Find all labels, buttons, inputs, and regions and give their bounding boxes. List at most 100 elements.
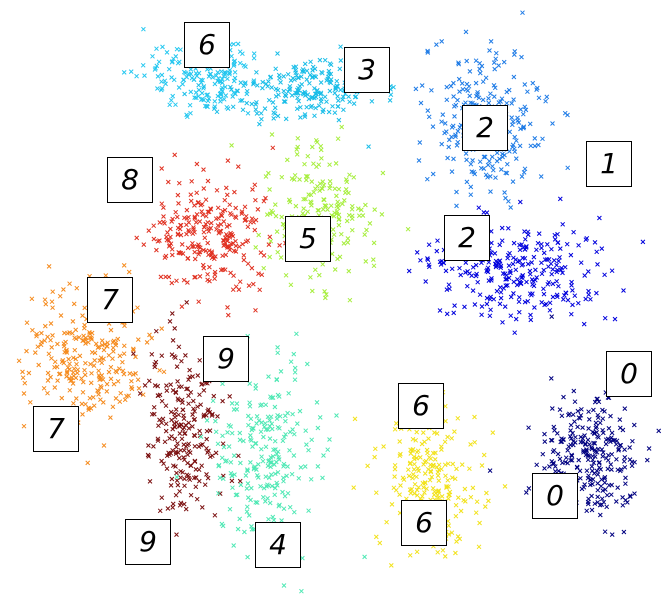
point <box>260 79 266 85</box>
point <box>278 255 284 260</box>
point <box>595 494 601 500</box>
point <box>463 151 469 156</box>
point <box>220 433 225 439</box>
point <box>570 302 575 308</box>
point <box>169 280 175 286</box>
point <box>519 174 525 179</box>
point <box>122 323 127 329</box>
point <box>228 459 234 465</box>
point <box>598 483 604 489</box>
point <box>434 248 440 254</box>
point <box>267 234 273 240</box>
point <box>294 147 300 152</box>
point <box>176 397 181 403</box>
point <box>268 472 274 477</box>
point <box>292 369 298 375</box>
point <box>597 215 602 221</box>
point <box>397 439 403 444</box>
point <box>238 98 243 104</box>
point <box>39 339 44 345</box>
point <box>595 446 601 452</box>
point <box>306 447 311 453</box>
point <box>602 476 607 481</box>
point <box>508 313 514 319</box>
point <box>510 144 515 150</box>
point <box>597 459 602 465</box>
point <box>82 322 87 328</box>
point <box>336 186 342 192</box>
point <box>290 75 296 81</box>
point <box>301 206 307 211</box>
point <box>292 377 298 383</box>
point <box>205 240 211 246</box>
point <box>524 279 529 285</box>
point <box>206 252 211 258</box>
point <box>463 29 469 35</box>
point <box>327 183 333 188</box>
point <box>223 185 229 191</box>
point <box>235 526 241 532</box>
point <box>340 201 345 207</box>
point <box>582 273 588 278</box>
point <box>188 492 194 498</box>
point <box>554 292 560 298</box>
point <box>516 120 522 125</box>
point <box>266 170 271 176</box>
point <box>50 333 55 338</box>
point <box>222 84 228 90</box>
point <box>590 457 596 463</box>
point <box>244 467 250 472</box>
point <box>481 210 487 215</box>
point <box>269 395 274 401</box>
point <box>71 400 76 406</box>
point <box>201 247 206 253</box>
point <box>564 241 570 247</box>
point <box>284 157 290 163</box>
point <box>293 203 299 209</box>
point <box>644 457 650 463</box>
point <box>291 351 297 357</box>
point <box>616 447 621 453</box>
point <box>229 430 235 436</box>
point <box>481 166 487 171</box>
point <box>442 554 448 559</box>
point <box>487 313 493 319</box>
point <box>345 240 351 245</box>
point <box>346 212 352 218</box>
point <box>445 461 451 467</box>
point <box>305 174 310 179</box>
point <box>401 477 407 482</box>
point <box>595 487 601 493</box>
point <box>511 74 517 80</box>
point <box>539 245 544 251</box>
point <box>294 421 300 426</box>
point <box>557 246 563 251</box>
point <box>591 430 597 436</box>
point <box>161 205 166 210</box>
point <box>199 90 205 96</box>
point <box>218 222 224 227</box>
point <box>283 272 289 278</box>
point <box>232 472 237 477</box>
point <box>306 96 312 102</box>
point <box>304 442 309 447</box>
point <box>455 534 461 539</box>
point <box>351 101 357 106</box>
point <box>365 463 370 469</box>
point <box>152 364 158 370</box>
point <box>169 219 175 224</box>
point <box>227 506 233 512</box>
point <box>263 195 268 201</box>
point <box>305 153 311 159</box>
point <box>231 78 237 84</box>
point <box>586 409 591 415</box>
point <box>440 112 446 117</box>
point <box>424 447 430 453</box>
point <box>188 67 194 72</box>
point <box>233 205 239 211</box>
point <box>411 467 417 472</box>
point <box>184 300 190 305</box>
point <box>534 462 540 468</box>
point <box>591 471 597 476</box>
point <box>646 446 652 451</box>
